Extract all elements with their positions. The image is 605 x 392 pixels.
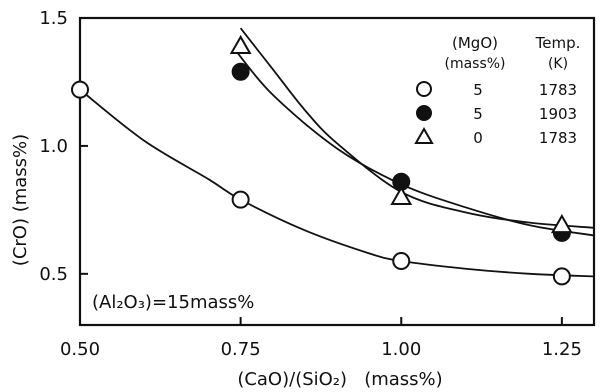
- fit-curves: [79, 27, 595, 278]
- legend-header-temp-line2: (K): [548, 56, 568, 72]
- x-tick-label: 0.75: [221, 339, 261, 360]
- data-point-open-circle: [552, 267, 571, 286]
- axis-ticks: 0.50 0.75 1.00 1.25 0.5 1.0 1.5: [39, 8, 582, 360]
- data-point-open-triangle: [229, 34, 252, 55]
- fit-curve-open-triangle: [239, 27, 595, 229]
- fit-curve-open-circle: [79, 88, 595, 278]
- x-tick-label: 1.25: [542, 339, 582, 360]
- x-tick-label: 1.00: [381, 339, 421, 360]
- data-point-open-triangle: [550, 214, 573, 234]
- legend-marker-open-circle: [416, 81, 432, 97]
- legend-mgo-value: 5: [473, 81, 483, 99]
- legend-temp-value: 1903: [539, 105, 577, 123]
- legend-marker-open-triangle: [414, 126, 434, 145]
- data-point-filled-circle: [231, 62, 250, 81]
- legend-marker-filled-circle: [416, 105, 432, 121]
- data-point-open-circle: [231, 190, 250, 209]
- data-point-open-circle: [392, 252, 411, 271]
- legend-header-temp-line1: Temp.: [535, 34, 581, 52]
- legend-mgo-value: 5: [473, 105, 483, 123]
- y-tick-label: 1.0: [39, 136, 68, 157]
- legend-temp-value: 1783: [539, 129, 577, 147]
- plot-frame: [78, 16, 596, 327]
- y-tick-label: 1.5: [39, 8, 68, 29]
- annotation-al2o3: (Al₂O₃)=15mass%: [92, 292, 254, 313]
- y-tick-label: 0.5: [39, 264, 68, 285]
- legend: (MgO) (mass%) Temp. (K) 5 1783 5 1903 0 1783: [414, 34, 581, 147]
- data-points: [71, 34, 573, 286]
- x-tick-label: 0.50: [60, 339, 100, 360]
- legend-header-mgo-line1: (MgO): [452, 34, 498, 52]
- y-axis-label: (CrO) (mass%): [10, 134, 31, 266]
- legend-header-mgo-line2: (mass%): [444, 56, 505, 72]
- legend-temp-value: 1783: [539, 81, 577, 99]
- x-axis-label: (CaO)/(SiO₂) (mass%): [237, 369, 442, 390]
- legend-mgo-value: 0: [473, 129, 483, 147]
- data-point-open-circle: [71, 80, 89, 99]
- data-point-open-triangle: [390, 185, 413, 205]
